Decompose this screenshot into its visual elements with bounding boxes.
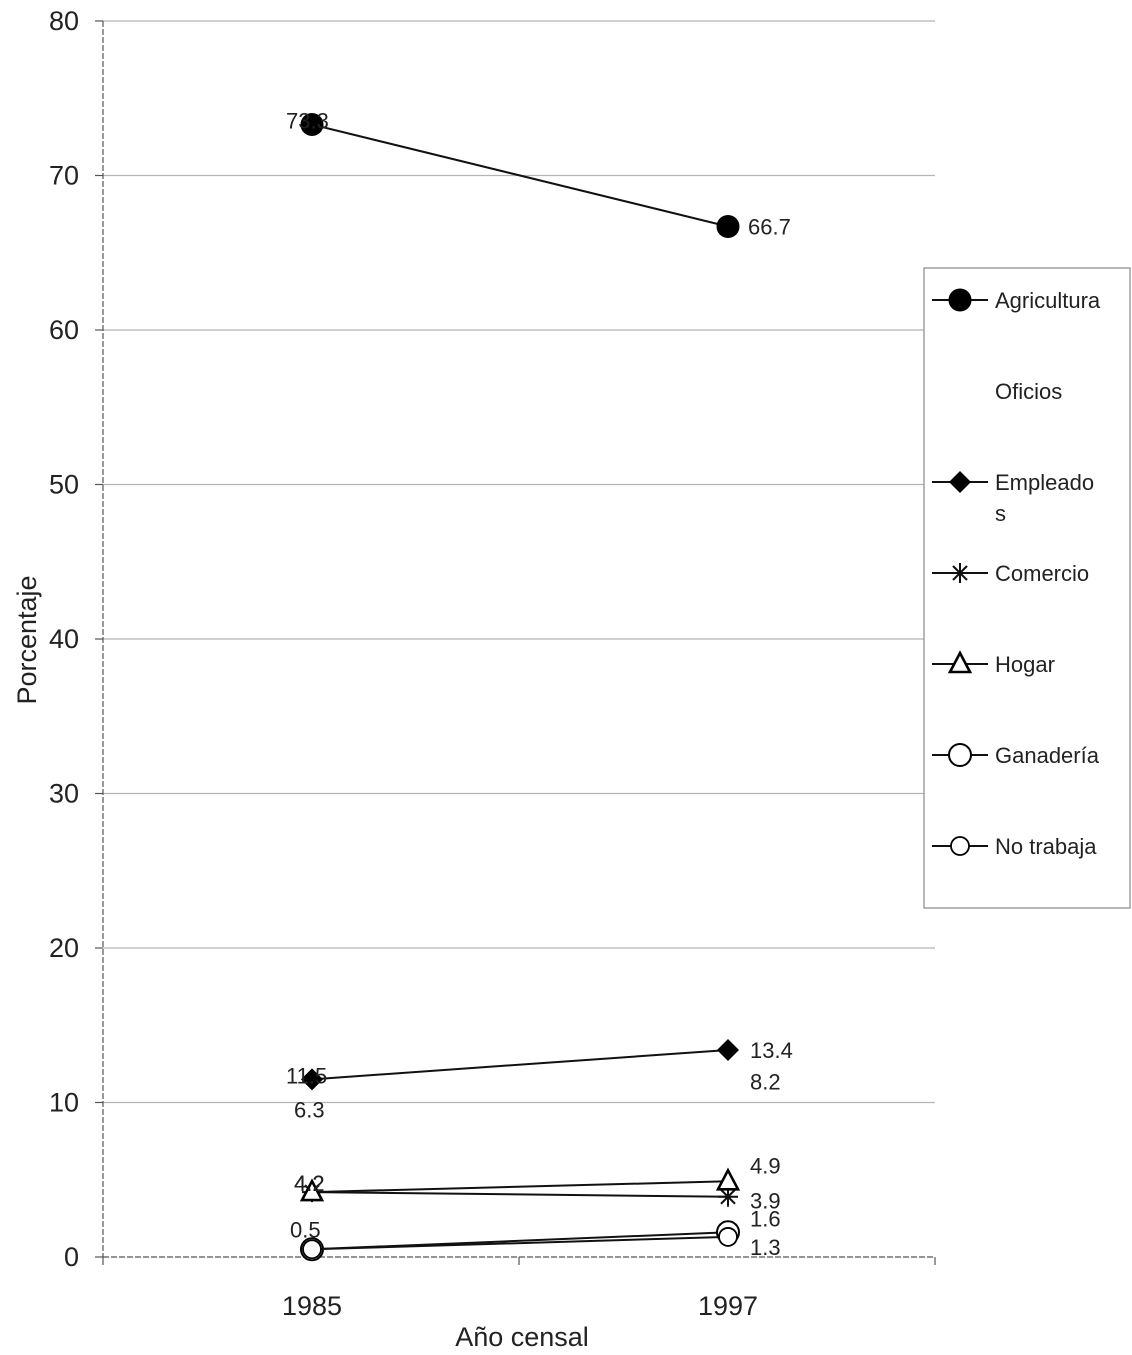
data-point xyxy=(302,1239,322,1260)
marker-stroke xyxy=(720,1189,736,1205)
legend-label: Oficios xyxy=(995,379,1062,404)
legend-box xyxy=(923,267,1131,909)
series-no-trabaja xyxy=(302,1227,738,1260)
x-axis-title: Año censal xyxy=(455,1322,589,1352)
data-point xyxy=(301,1068,323,1091)
y-tick-label: 10 xyxy=(49,1088,79,1118)
data-label: 11.5 xyxy=(286,1063,327,1088)
legend-label: Empleado xyxy=(995,470,1094,495)
series-line xyxy=(311,1235,729,1251)
legend-marker xyxy=(950,836,970,856)
data-label: 4.2 xyxy=(294,1171,325,1196)
y-tick-label: 20 xyxy=(49,933,79,963)
data-point xyxy=(718,1227,738,1247)
legend-marker xyxy=(949,471,971,493)
legend: Agricultura Oficios Empleado s Comercio Hogar… xyxy=(923,267,1131,909)
legend-label: Hogar xyxy=(995,652,1055,677)
data-label: 73.3 xyxy=(286,109,329,134)
data-point xyxy=(716,214,740,238)
series-hogar xyxy=(299,1167,741,1202)
legend-item: Ganadería xyxy=(932,743,1100,768)
data-label: 8.2 xyxy=(750,1069,781,1094)
y-axis-title: Porcentaje xyxy=(12,575,42,704)
y-tick-label: 60 xyxy=(49,315,79,345)
series-agricultura xyxy=(300,113,740,238)
data-label: 1.3 xyxy=(750,1235,781,1260)
series-line xyxy=(311,1180,729,1194)
data-label: 66.7 xyxy=(748,214,791,239)
y-tick-label: 50 xyxy=(49,470,79,500)
legend-label: Comercio xyxy=(995,561,1089,586)
y-tick-label: 40 xyxy=(49,624,79,654)
series-ganader-a xyxy=(300,1220,740,1262)
y-tick-label: 80 xyxy=(49,6,79,36)
legend-item: Agricultura xyxy=(932,288,1101,313)
legend-marker xyxy=(947,650,973,674)
series-line xyxy=(311,1048,729,1081)
y-tick-label: 30 xyxy=(49,779,79,809)
data-label: 1.6 xyxy=(750,1206,781,1231)
data-point xyxy=(718,1186,738,1207)
legend-marker xyxy=(948,743,972,767)
legend-label: Ganadería xyxy=(995,743,1100,768)
legend-item: Comercio xyxy=(932,561,1089,586)
x-tick-label: 1985 xyxy=(282,1291,342,1321)
series-lines xyxy=(299,113,741,1262)
data-point xyxy=(715,1167,741,1191)
y-tick-label: 0 xyxy=(64,1242,79,1272)
y-tick-label: 70 xyxy=(49,161,79,191)
legend-marker xyxy=(948,288,972,312)
legend-item: No trabaja xyxy=(932,834,1097,859)
data-point xyxy=(300,113,324,137)
axes xyxy=(95,20,936,1265)
x-tick-label: 1997 xyxy=(698,1291,758,1321)
marker-stroke xyxy=(952,565,968,581)
data-label: 13.4 xyxy=(750,1038,793,1063)
gridlines xyxy=(103,20,935,1104)
legend-label: No trabaja xyxy=(995,834,1097,859)
legend-marker xyxy=(950,563,970,583)
data-label: 4.9 xyxy=(750,1153,781,1178)
data-label: 3.9 xyxy=(750,1189,781,1214)
data-label: 4.2 xyxy=(294,1171,325,1196)
series-line xyxy=(311,123,729,228)
data-label: 6.3 xyxy=(294,1098,325,1123)
series-line xyxy=(311,1191,729,1198)
legend-item: Hogar xyxy=(932,650,1055,677)
y-tick-labels: 0 10 20 30 40 50 60 70 80 xyxy=(49,6,79,1272)
legend-label: s xyxy=(995,501,1006,526)
data-point xyxy=(717,1038,739,1061)
data-labels: 73.366.76.38.211.513.44.23.94.24.90.5 1.6… xyxy=(286,109,793,1260)
data-point xyxy=(299,1178,325,1202)
series-empleados xyxy=(301,1038,739,1091)
legend-item: Empleado s xyxy=(932,470,1094,526)
legend-item: Oficios xyxy=(995,379,1062,404)
legend-label: Agricultura xyxy=(995,288,1101,313)
x-tick-labels: 1985 1997 xyxy=(282,1291,758,1321)
data-label: 0.5 xyxy=(290,1217,321,1242)
